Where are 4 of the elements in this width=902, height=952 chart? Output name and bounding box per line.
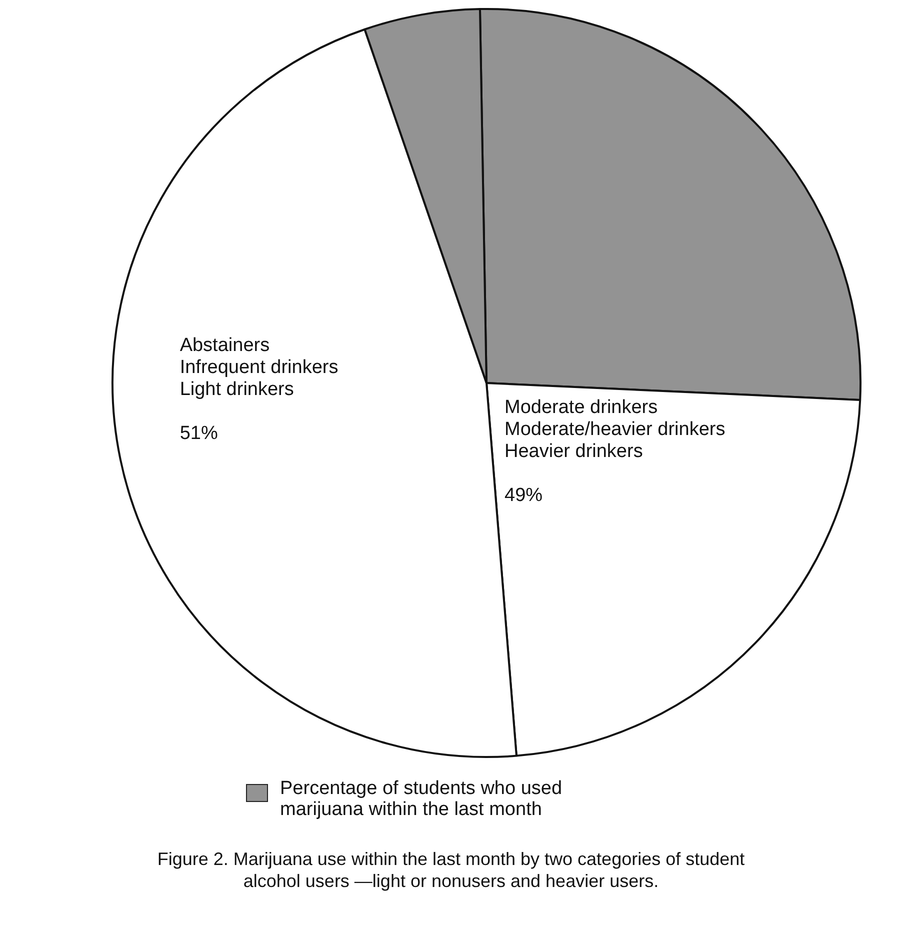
legend-label: Percentage of students who used marijuana within the last month — [280, 778, 564, 820]
category-label: Abstainers Infrequent drinkers Light drinkers 51% — [180, 335, 338, 444]
caption: Figure 2. Marijuana use within the last month by two categories of student alcohol users —light or nonusers and heavier users. — [156, 848, 746, 892]
category-label: Moderate drinkers Moderate/heavier drinkers Heavier drinkers 49% — [504, 397, 726, 506]
